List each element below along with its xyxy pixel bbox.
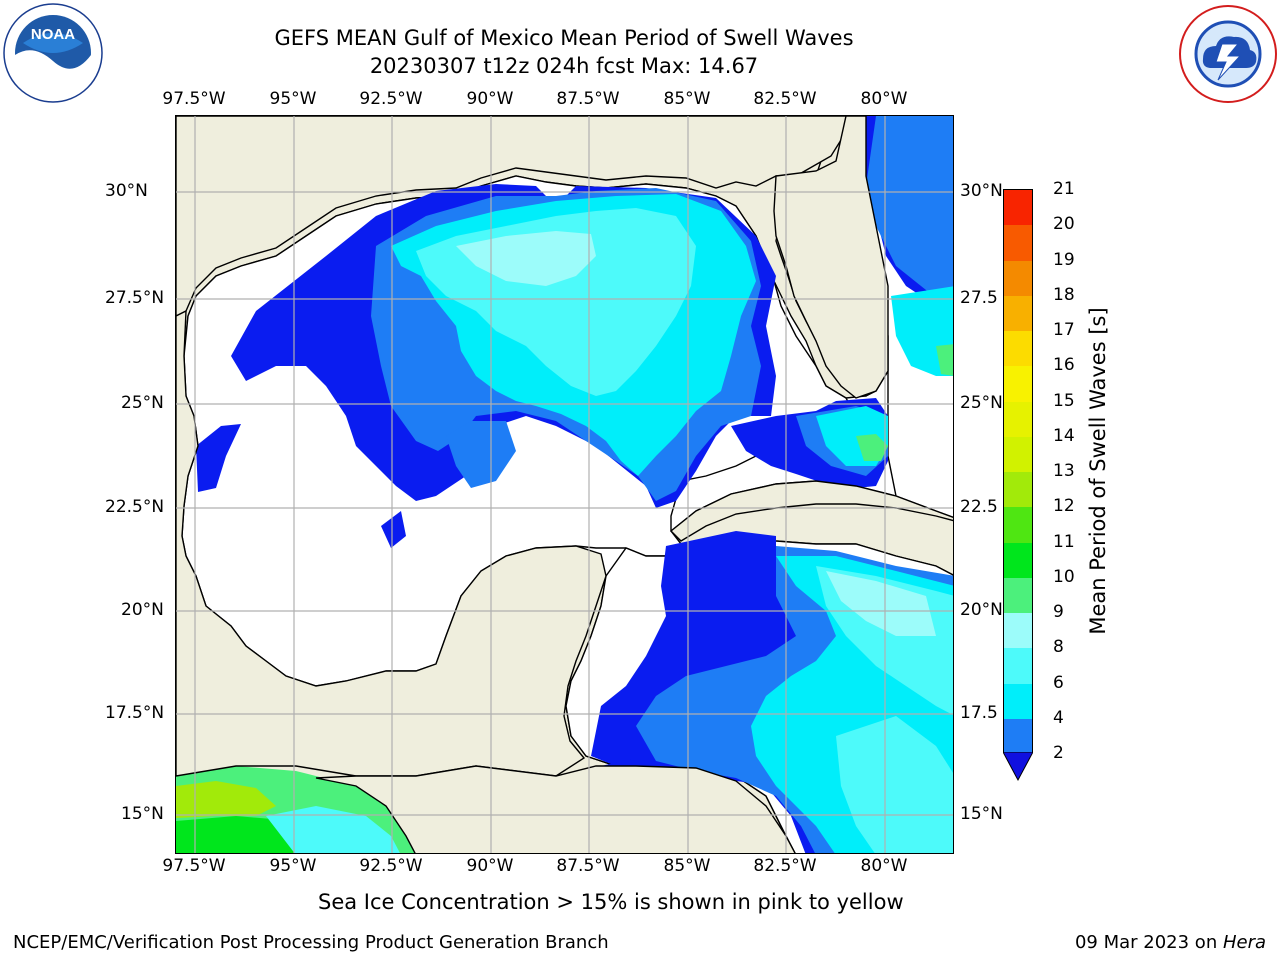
nws-logo-icon bbox=[1178, 4, 1278, 104]
colorbar-segment bbox=[1004, 472, 1032, 508]
lon-tick-top: 82.5°W bbox=[753, 89, 817, 109]
lon-tick-bottom: 95°W bbox=[269, 856, 317, 876]
colorbar-segment bbox=[1004, 366, 1032, 402]
colorbar-tick-label: 18 bbox=[1053, 284, 1075, 305]
lon-tick-bottom: 97.5°W bbox=[162, 856, 226, 876]
lat-tick-right: 22.5 bbox=[960, 497, 998, 517]
lat-tick-left: 15°N bbox=[121, 804, 164, 824]
lon-tick-top: 87.5°W bbox=[556, 89, 620, 109]
colorbar-segment bbox=[1004, 436, 1032, 473]
colorbar-segment bbox=[1004, 648, 1032, 684]
colorbar-tick-label: 4 bbox=[1053, 707, 1064, 728]
lat-tick-right: 25°N bbox=[960, 393, 1003, 413]
colorbar-tick-label: 13 bbox=[1053, 461, 1075, 481]
lon-tick-bottom: 92.5°W bbox=[359, 856, 423, 876]
colorbar-segment bbox=[1004, 260, 1032, 297]
colorbar-segment bbox=[1004, 507, 1032, 543]
colorbar-title: Mean Period of Swell Waves [s] bbox=[1086, 307, 1110, 635]
lon-tick-top: 95°W bbox=[269, 89, 317, 109]
contour-10-11s bbox=[856, 434, 888, 461]
colorbar-tick-label: 19 bbox=[1053, 249, 1075, 270]
colorbar-segment bbox=[1004, 225, 1032, 261]
colorbar-tick-label: 17 bbox=[1053, 320, 1075, 340]
lon-tick-bottom: 82.5°W bbox=[753, 856, 817, 876]
contour-9-10s bbox=[826, 571, 936, 636]
colorbar-tick-label: 10 bbox=[1053, 566, 1075, 587]
colorbar-tick-label: 2 bbox=[1053, 743, 1064, 763]
map-canvas bbox=[176, 116, 953, 853]
lon-tick-bottom: 87.5°W bbox=[556, 856, 620, 876]
colorbar-tick-label: 21 bbox=[1053, 179, 1075, 199]
lat-tick-left: 30°N bbox=[105, 181, 148, 201]
colorbar-tick-label: 8 bbox=[1053, 637, 1064, 658]
contour-8-9s bbox=[836, 716, 953, 853]
colorbar-segment bbox=[1004, 683, 1032, 720]
lat-tick-right: 20°N bbox=[960, 600, 1003, 620]
colorbar-segment bbox=[1004, 577, 1032, 614]
colorbar-tick-label: 9 bbox=[1053, 602, 1064, 622]
lat-tick-right: 30°N bbox=[960, 181, 1003, 201]
lat-tick-right: 17.5 bbox=[960, 703, 998, 723]
footer-machine: Hera bbox=[1222, 932, 1266, 953]
contour-2-4s bbox=[381, 511, 406, 548]
contour-4-6s bbox=[446, 421, 516, 488]
colorbar-segment bbox=[1004, 401, 1032, 438]
lat-tick-right: 27.5 bbox=[960, 288, 998, 308]
swell-period-field bbox=[176, 116, 953, 853]
land-overlay bbox=[176, 116, 953, 853]
contour-10-11s bbox=[936, 344, 953, 376]
lon-tick-top: 97.5°W bbox=[162, 89, 226, 109]
colorbar-tick-label: 11 bbox=[1053, 531, 1075, 552]
colorbar-under-triangle bbox=[1003, 752, 1033, 782]
lat-tick-left: 20°N bbox=[121, 600, 164, 620]
lon-tick-top: 85°W bbox=[663, 89, 711, 109]
lon-tick-bottom: 90°W bbox=[466, 856, 514, 876]
footer-date: 09 Mar 2023 on Hera bbox=[1075, 932, 1266, 953]
contour-12-13s bbox=[176, 781, 276, 818]
lon-tick-top: 80°W bbox=[860, 89, 908, 109]
lat-tick-left: 27.5°N bbox=[105, 288, 165, 308]
lon-tick-top: 92.5°W bbox=[359, 89, 423, 109]
colorbar-tick-label: 16 bbox=[1053, 355, 1075, 376]
sea-ice-note: Sea Ice Concentration > 15% is shown in … bbox=[318, 890, 904, 914]
colorbar-segment bbox=[1004, 190, 1032, 226]
colorbar-tick-label: 20 bbox=[1053, 214, 1075, 235]
lat-tick-left: 22.5°N bbox=[105, 497, 165, 517]
colorbar-tick-label: 14 bbox=[1053, 425, 1075, 446]
colorbar-segment bbox=[1004, 613, 1032, 649]
colorbar-tick-label: 12 bbox=[1053, 496, 1075, 517]
footer-credit: NCEP/EMC/Verification Post Processing Pr… bbox=[13, 932, 609, 953]
lon-tick-bottom: 80°W bbox=[860, 856, 908, 876]
colorbar-segment bbox=[1004, 542, 1032, 579]
noaa-logo-icon: NOAA bbox=[3, 3, 103, 103]
footer-date-text: 09 Mar 2023 on bbox=[1074, 932, 1223, 953]
lat-tick-left: 17.5°N bbox=[105, 703, 165, 723]
contour-2-4s bbox=[196, 424, 241, 492]
colorbar-segment bbox=[1004, 718, 1032, 755]
colorbar-segment bbox=[1004, 295, 1032, 332]
colorbar-segment bbox=[1004, 331, 1032, 367]
contour-4-6s bbox=[866, 116, 953, 306]
map-panel bbox=[175, 115, 954, 854]
colorbar bbox=[1003, 189, 1033, 755]
lat-tick-left: 25°N bbox=[121, 393, 164, 413]
colorbar-tick-label: 15 bbox=[1053, 390, 1075, 411]
lat-tick-right: 15°N bbox=[960, 804, 1003, 824]
svg-text:NOAA: NOAA bbox=[31, 26, 75, 43]
colorbar-tick-label: 6 bbox=[1053, 672, 1064, 693]
contour-8-9s bbox=[266, 806, 400, 853]
lon-tick-bottom: 85°W bbox=[663, 856, 711, 876]
chart-title: GEFS MEAN Gulf of Mexico Mean Period of … bbox=[274, 26, 854, 50]
graticule bbox=[176, 116, 953, 853]
lon-tick-top: 90°W bbox=[466, 89, 514, 109]
chart-subtitle: 20230307 t12z 024h fcst Max: 14.67 bbox=[369, 54, 759, 78]
